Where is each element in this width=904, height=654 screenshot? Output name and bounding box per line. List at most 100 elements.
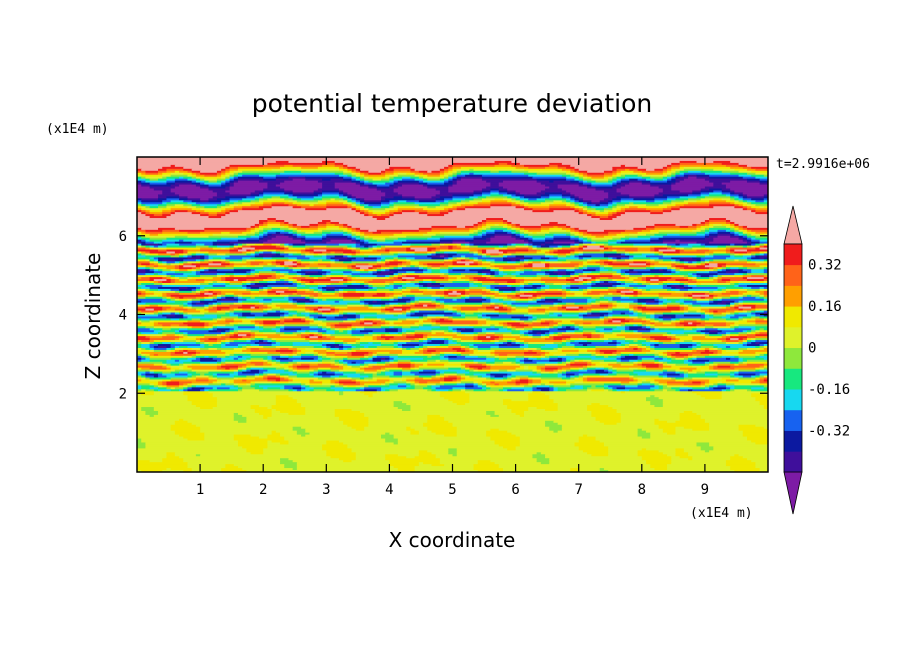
contour-cell: [267, 198, 285, 201]
contour-cell: [675, 314, 685, 318]
contour-cell: [603, 245, 613, 249]
contour-cell: [444, 255, 449, 259]
contour-cell: [481, 283, 500, 286]
contour-cell: [364, 284, 369, 288]
contour-cell: [755, 318, 765, 322]
contour-cell: [195, 202, 222, 205]
contour-cell: [570, 174, 576, 178]
contour-cell: [587, 184, 592, 188]
contour-cell: [444, 235, 475, 239]
contour-cell: [574, 251, 580, 255]
contour-cell: [683, 275, 689, 278]
contour-cell: [183, 176, 193, 180]
contour-cell: [343, 233, 353, 237]
contour-cell: [620, 172, 639, 176]
contour-cell: [704, 229, 710, 233]
contour-cell: [507, 281, 517, 284]
contour-cell: [608, 178, 613, 182]
contour-cell: [380, 308, 386, 312]
contour-cell: [738, 174, 752, 178]
contour-cell: [229, 310, 235, 314]
contour-cell: [317, 298, 323, 302]
contour-cell: [515, 194, 525, 197]
contour-cell: [153, 188, 172, 192]
contour-cell: [216, 245, 231, 249]
contour-cell: [448, 190, 475, 194]
contour-cell: [755, 176, 768, 180]
contour-cell: [633, 198, 656, 201]
contour-cell: [460, 176, 483, 180]
contour-cell: [448, 259, 454, 262]
contour-cell: [654, 251, 660, 255]
contour-cell: [444, 200, 449, 203]
contour-cell: [364, 304, 369, 308]
contour-cell: [418, 324, 424, 327]
contour-cell: [263, 235, 269, 239]
contour-cell: [528, 324, 550, 327]
contour-cell: [200, 184, 210, 188]
contour-cell: [658, 292, 672, 296]
contour-cell: [397, 259, 407, 262]
contour-cell: [242, 251, 247, 255]
contour-cell: [402, 176, 412, 180]
contour-cell: [439, 231, 475, 235]
contour-cell: [137, 316, 168, 320]
contour-cell: [225, 210, 231, 213]
contour-cell: [536, 318, 542, 322]
contour-cell: [368, 212, 374, 215]
contour-cell: [212, 290, 222, 294]
contour-cell: [267, 288, 273, 292]
contour-cell: [254, 304, 264, 308]
contour-cell: [166, 182, 176, 186]
contour-cell: [532, 257, 542, 260]
contour-cell: [452, 172, 458, 176]
contour-cell: [629, 326, 643, 329]
contour-cell: [204, 210, 222, 213]
contour-cell: [208, 186, 226, 190]
contour-cell: [158, 227, 176, 231]
contour-cell: [183, 255, 189, 259]
contour-cell: [667, 304, 681, 308]
contour-cell: [174, 281, 205, 284]
contour-cell: [267, 277, 277, 280]
contour-cell: [477, 273, 483, 276]
contour-cell: [359, 267, 369, 270]
contour-cell: [704, 312, 710, 316]
contour-cell: [671, 320, 677, 323]
contour-cell: [338, 166, 344, 170]
contour-cell: [431, 249, 437, 253]
contour-cell: [730, 312, 735, 316]
contour-cell: [595, 302, 601, 306]
contour-cell: [254, 306, 260, 310]
contour-cell: [675, 286, 685, 290]
contour-cell: [620, 271, 626, 274]
contour-cell: [591, 277, 597, 280]
contour-cell: [385, 257, 395, 260]
contour-cell: [477, 223, 483, 227]
contour-cell: [763, 294, 768, 298]
contour-cell: [612, 308, 630, 312]
contour-cell: [448, 304, 458, 308]
contour-cell: [267, 263, 273, 266]
contour-cell: [162, 259, 176, 262]
contour-cell: [389, 202, 395, 205]
contour-cell: [502, 229, 512, 233]
contour-cell: [397, 318, 407, 322]
contour-cell: [200, 212, 210, 215]
contour-cell: [599, 277, 609, 280]
contour-cell: [481, 271, 491, 274]
contour-cell: [612, 328, 626, 331]
contour-cell: [263, 255, 273, 259]
contour-cell: [746, 200, 756, 203]
contour-cell: [633, 308, 639, 312]
contour-cell: [242, 294, 260, 298]
contour-cell: [389, 296, 395, 300]
contour-cell: [755, 261, 765, 264]
contour-cell: [380, 269, 386, 272]
contour-cell: [389, 259, 395, 262]
contour-cell: [490, 200, 508, 203]
contour-cell: [233, 279, 239, 282]
contour-cell: [452, 180, 458, 184]
contour-cell: [587, 204, 597, 207]
contour-cell: [137, 198, 142, 201]
